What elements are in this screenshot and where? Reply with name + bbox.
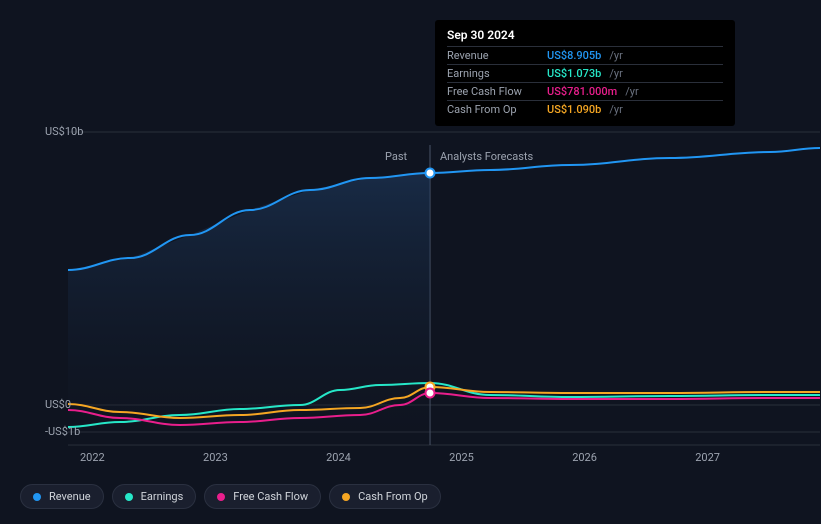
legend-item-free-cash-flow[interactable]: Free Cash Flow	[204, 484, 321, 509]
tooltip-value: US$1.090b	[547, 103, 601, 116]
tooltip-row: Free Cash Flow US$781.000m/yr	[447, 82, 723, 100]
legend-dot	[217, 493, 225, 501]
tooltip-label: Free Cash Flow	[447, 85, 539, 98]
x-tick: 2026	[572, 451, 597, 464]
x-tick: 2027	[695, 451, 720, 464]
x-tick: 2025	[449, 451, 474, 464]
tooltip-value: US$1.073b	[547, 67, 601, 80]
legend-item-revenue[interactable]: Revenue	[20, 484, 104, 509]
tooltip-label: Revenue	[447, 49, 539, 62]
tooltip-suffix: /yr	[609, 103, 622, 116]
x-axis-labels: 2022 2023 2024 2025 2026 2027	[80, 451, 720, 464]
past-label: Past	[385, 150, 407, 163]
forecast-label: Analysts Forecasts	[440, 150, 533, 163]
legend-dot	[342, 493, 350, 501]
tooltip-value: US$8.905b	[547, 49, 601, 62]
legend-dot	[125, 493, 133, 501]
tooltip-row: Revenue US$8.905b/yr	[447, 46, 723, 64]
x-tick: 2022	[80, 451, 105, 464]
tooltip-value: US$781.000m	[547, 85, 617, 98]
legend-label: Revenue	[49, 490, 91, 503]
tooltip-suffix: /yr	[609, 67, 622, 80]
tooltip-suffix: /yr	[609, 49, 622, 62]
legend-label: Free Cash Flow	[233, 490, 308, 503]
x-tick: 2023	[203, 451, 228, 464]
tooltip-suffix: /yr	[625, 85, 638, 98]
tooltip-row: Earnings US$1.073b/yr	[447, 64, 723, 82]
tooltip-label: Earnings	[447, 67, 539, 80]
tooltip-row: Cash From Op US$1.090b/yr	[447, 100, 723, 118]
tooltip-label: Cash From Op	[447, 103, 539, 116]
legend-item-earnings[interactable]: Earnings	[112, 484, 197, 509]
tooltip: Sep 30 2024 Revenue US$8.905b/yr Earnings U…	[435, 20, 735, 126]
legend-dot	[33, 493, 41, 501]
x-tick: 2024	[326, 451, 351, 464]
legend-item-cash-from-op[interactable]: Cash From Op	[329, 484, 441, 509]
legend: Revenue Earnings Free Cash Flow Cash Fro…	[20, 484, 441, 509]
tooltip-title: Sep 30 2024	[447, 28, 723, 46]
legend-label: Cash From Op	[358, 490, 428, 503]
legend-label: Earnings	[141, 490, 184, 503]
